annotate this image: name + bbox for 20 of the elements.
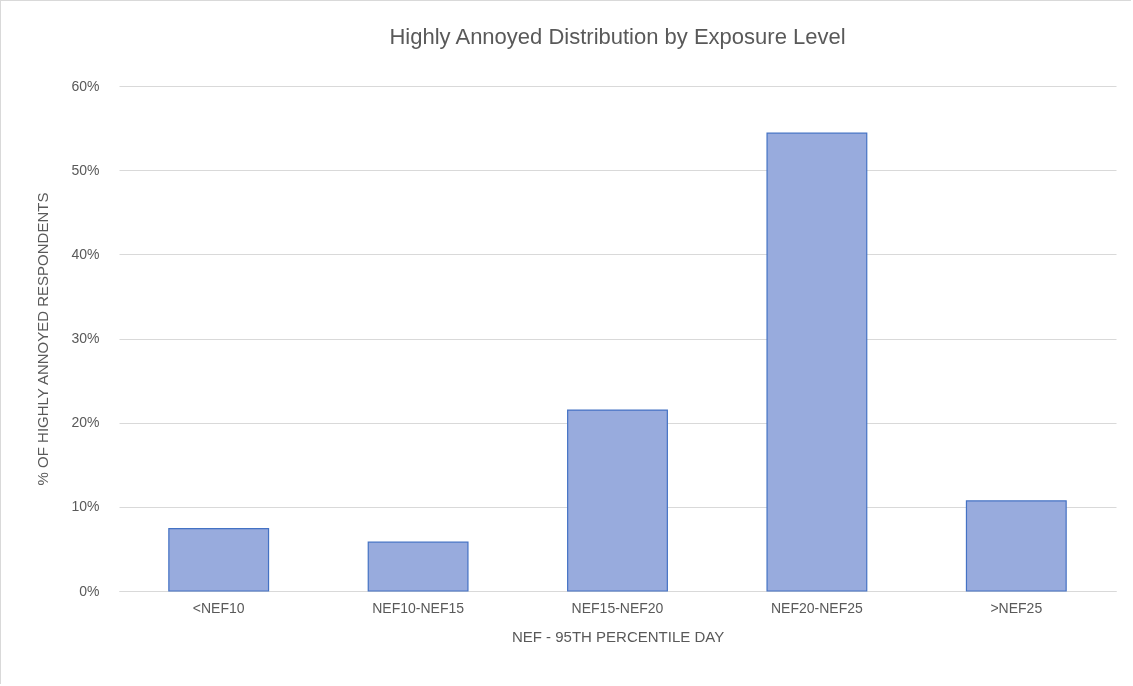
bar bbox=[567, 409, 668, 592]
x-axis-title: NEF - 95TH PERCENTILE DAY bbox=[511, 627, 725, 645]
x-tick-label: NEF15-NEF20 bbox=[571, 599, 664, 616]
bar bbox=[367, 541, 469, 592]
y-tick-label: 0% bbox=[79, 582, 100, 599]
x-tick-label: >NEF25 bbox=[990, 599, 1043, 616]
y-axis-title: % OF HIGHLY ANNOYED RESPONDENTS bbox=[34, 192, 52, 486]
x-tick-label: NEF20-NEF25 bbox=[770, 599, 864, 616]
bar bbox=[766, 132, 868, 592]
y-tick-label: 60% bbox=[71, 77, 100, 94]
chart-title: Highly Annoyed Distribution by Exposure Level bbox=[389, 24, 846, 49]
bar bbox=[168, 528, 270, 592]
y-tick-label: 40% bbox=[71, 245, 100, 262]
bar bbox=[965, 500, 1067, 592]
y-tick-label: 50% bbox=[71, 161, 100, 178]
y-tick-label: 20% bbox=[71, 414, 100, 431]
x-tick-label: <NEF10 bbox=[192, 599, 245, 616]
x-tick-label: NEF10-NEF15 bbox=[372, 599, 465, 616]
y-tick-label: 30% bbox=[71, 330, 100, 346]
y-tick-label: 10% bbox=[71, 498, 100, 515]
